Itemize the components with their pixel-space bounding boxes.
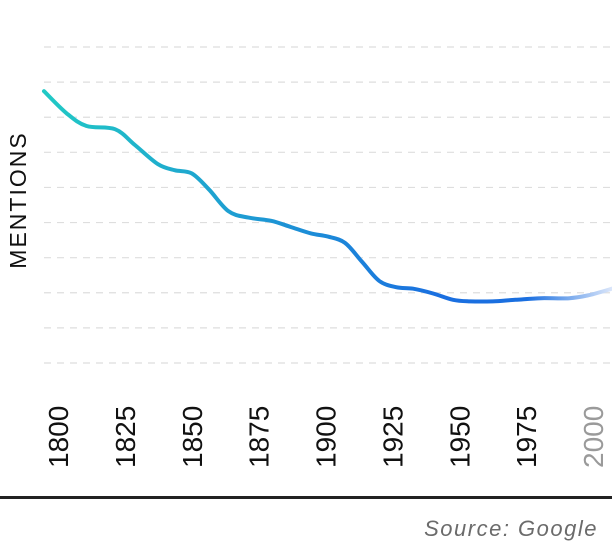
- x-tick-label: 1925: [377, 406, 408, 468]
- series-line-0: [42, 89, 612, 304]
- source-note: Source: Google: [424, 516, 598, 541]
- x-tick-label: 1900: [311, 406, 342, 468]
- chart-baseline: [0, 496, 612, 499]
- x-tick-label: 1800: [43, 406, 74, 468]
- x-tick-label: 1950: [444, 406, 475, 468]
- x-tick-label: 1875: [244, 406, 275, 468]
- y-axis-label: MENTIONS: [5, 131, 31, 268]
- x-tick-label: 2000: [578, 406, 609, 468]
- x-tick-label: 1825: [110, 406, 141, 468]
- x-tick-label: 1850: [177, 406, 208, 468]
- x-tick-label: 1975: [511, 406, 542, 468]
